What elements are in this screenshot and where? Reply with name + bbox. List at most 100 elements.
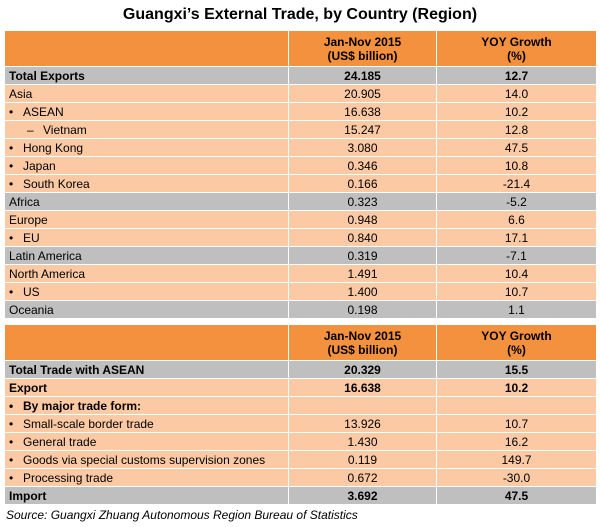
row-growth: 12.8 xyxy=(436,120,597,139)
header-growth-line2: (%) xyxy=(507,342,526,357)
row-value: 13.926 xyxy=(288,414,437,433)
row-label: • Hong Kong xyxy=(4,138,289,157)
row-label-text: Processing trade xyxy=(23,470,114,485)
row-value: 3.080 xyxy=(288,138,437,157)
table-row: • Japan 0.346 10.8 xyxy=(4,156,597,175)
row-label: • Processing trade xyxy=(4,468,289,487)
header-value: Jan-Nov 2015 (US$ billion) xyxy=(288,324,437,361)
row-growth: 149.7 xyxy=(436,450,597,469)
row-label: North America xyxy=(4,264,289,283)
row-growth: -5.2 xyxy=(436,192,597,211)
bullet-icon: • xyxy=(9,470,14,485)
row-value: 3.692 xyxy=(288,486,437,505)
row-label-text: South Korea xyxy=(23,176,90,191)
header-value-line1: Jan-Nov 2015 xyxy=(323,328,402,343)
header-value-line2: (US$ billion) xyxy=(327,342,398,357)
row-value: 0.840 xyxy=(288,228,437,247)
row-value: 24.185 xyxy=(288,66,437,85)
row-growth: -30.0 xyxy=(436,468,597,487)
table-row: • US 1.400 10.7 xyxy=(4,282,597,301)
row-growth: 14.0 xyxy=(436,84,597,103)
table-row: Total Trade with ASEAN 20.329 15.5 xyxy=(4,360,597,379)
row-value: 0.323 xyxy=(288,192,437,211)
row-growth: -7.1 xyxy=(436,246,597,265)
row-label-text: Japan xyxy=(23,158,56,173)
row-value: 0.198 xyxy=(288,300,437,319)
table-row: Europe 0.948 6.6 xyxy=(4,210,597,229)
row-label: Export xyxy=(4,378,289,397)
row-growth: 15.5 xyxy=(436,360,597,379)
table-header-row: Jan-Nov 2015 (US$ billion) YOY Growth (%) xyxy=(4,324,597,361)
bullet-icon: • xyxy=(9,158,14,173)
row-value: 16.638 xyxy=(288,378,437,397)
row-growth: 47.5 xyxy=(436,138,597,157)
row-label: Europe xyxy=(4,210,289,229)
row-label: • By major trade form: xyxy=(4,396,289,415)
row-value: 0.119 xyxy=(288,450,437,469)
row-label-text: ASEAN xyxy=(23,104,64,119)
header-value: Jan-Nov 2015 (US$ billion) xyxy=(288,30,437,67)
table-row: Export 16.638 10.2 xyxy=(4,378,597,397)
header-growth-line2: (%) xyxy=(507,48,526,63)
row-label-text: Small-scale border trade xyxy=(23,416,154,431)
header-growth: YOY Growth (%) xyxy=(436,324,597,361)
table-row: • South Korea 0.166 -21.4 xyxy=(4,174,597,193)
row-value: 15.247 xyxy=(288,120,437,139)
row-label: Import xyxy=(4,486,289,505)
row-growth: 10.2 xyxy=(436,378,597,397)
row-label-text: EU xyxy=(23,230,40,245)
row-growth: 10.2 xyxy=(436,102,597,121)
row-growth: 10.8 xyxy=(436,156,597,175)
row-label: Africa xyxy=(4,192,289,211)
row-growth xyxy=(436,396,597,415)
bullet-icon: • xyxy=(9,230,14,245)
row-label: • Small-scale border trade xyxy=(4,414,289,433)
bullet-icon: • xyxy=(9,284,14,299)
bullet-icon: • xyxy=(9,140,14,155)
row-label-text: Hong Kong xyxy=(23,140,84,155)
row-label: • EU xyxy=(4,228,289,247)
row-label: • Japan xyxy=(4,156,289,175)
table-row: – Vietnam 15.247 12.8 xyxy=(4,120,597,139)
header-growth: YOY Growth (%) xyxy=(436,30,597,67)
table-title: Guangxi’s External Trade, by Country (Re… xyxy=(122,6,478,23)
row-label: Oceania xyxy=(4,300,289,319)
row-value: 0.672 xyxy=(288,468,437,487)
bullet-icon: • xyxy=(9,452,14,467)
asean-trade-table: Jan-Nov 2015 (US$ billion) YOY Growth (%) … xyxy=(4,324,597,505)
row-label-text: US xyxy=(23,284,40,299)
header-growth-line1: YOY Growth xyxy=(481,328,552,343)
row-growth: 10.7 xyxy=(436,282,597,301)
row-label-text: Goods via special customs supervision zo… xyxy=(23,452,266,467)
row-label: • General trade xyxy=(4,432,289,451)
row-value: 0.346 xyxy=(288,156,437,175)
row-value: 20.329 xyxy=(288,360,437,379)
row-label-text: By major trade form: xyxy=(23,398,142,413)
header-growth-line1: YOY Growth xyxy=(481,34,552,49)
header-empty-cell xyxy=(4,30,289,67)
table-row: Africa 0.323 -5.2 xyxy=(4,192,597,211)
table-row: Oceania 0.198 1.1 xyxy=(4,300,597,319)
row-growth: 17.1 xyxy=(436,228,597,247)
row-value: 0.319 xyxy=(288,246,437,265)
row-label-text: General trade xyxy=(23,434,97,449)
table-row: • Goods via special customs supervision z… xyxy=(4,450,597,469)
table-row: • Hong Kong 3.080 47.5 xyxy=(4,138,597,157)
source-note: Source: Guangxi Zhuang Autonomous Region… xyxy=(6,508,358,522)
row-value: 1.400 xyxy=(288,282,437,301)
bullet-icon: • xyxy=(9,416,14,431)
row-label: • ASEAN xyxy=(4,102,289,121)
table-row: • General trade 1.430 16.2 xyxy=(4,432,597,451)
table-row: • ASEAN 16.638 10.2 xyxy=(4,102,597,121)
table-row: Asia 20.905 14.0 xyxy=(4,84,597,103)
table-row: • EU 0.840 17.1 xyxy=(4,228,597,247)
bullet-icon: • xyxy=(9,434,14,449)
row-label-text: Vietnam xyxy=(43,122,87,137)
header-value-line2: (US$ billion) xyxy=(327,48,398,63)
row-value: 1.430 xyxy=(288,432,437,451)
header-empty-cell xyxy=(4,324,289,361)
row-growth: -21.4 xyxy=(436,174,597,193)
table-row: • Processing trade 0.672 -30.0 xyxy=(4,468,597,487)
table-row: North America 1.491 10.4 xyxy=(4,264,597,283)
header-value-line1: Jan-Nov 2015 xyxy=(323,34,402,49)
